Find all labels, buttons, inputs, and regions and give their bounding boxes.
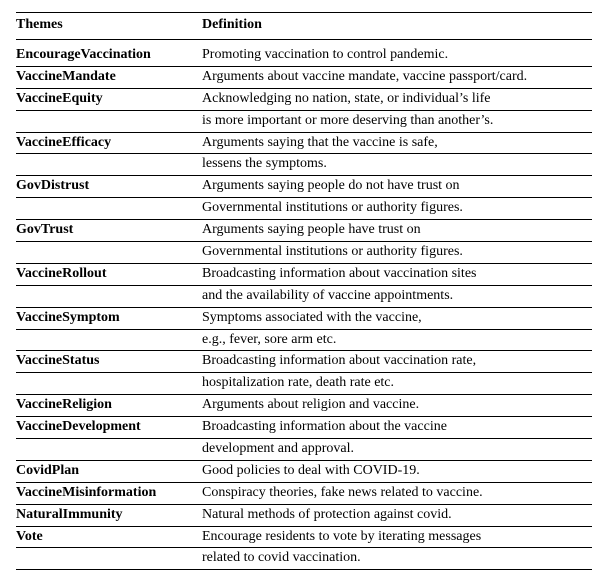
theme-cell: EncourageVaccination [16,40,202,67]
definition-cell: Arguments saying that the vaccine is saf… [202,132,592,154]
definition-cell: related to covid vaccination. [202,548,592,570]
definition-cell: Symptoms associated with the vaccine, [202,307,592,329]
definition-cell: Arguments saying people have trust on [202,220,592,242]
definition-cell: is more important or more deserving than… [202,110,592,132]
definition-cell: Arguments about religion and vaccine. [202,395,592,417]
theme-cell: VaccineStatus [16,351,202,373]
definition-cell: Good policies to deal with COVID-19. [202,460,592,482]
definition-cell: Promoting vaccination to control pandemi… [202,40,592,67]
definition-cell: lessens the symptoms. [202,154,592,176]
theme-cell [16,198,202,220]
themes-table: Themes Definition EncourageVaccinationPr… [16,12,592,570]
theme-cell [16,329,202,351]
definition-cell: Governmental institutions or authority f… [202,242,592,264]
col-header-definition: Definition [202,13,592,40]
theme-cell: VaccineReligion [16,395,202,417]
definition-cell: Arguments saying people do not have trus… [202,176,592,198]
theme-cell: VaccineRollout [16,263,202,285]
theme-cell: GovTrust [16,220,202,242]
definition-cell: e.g., fever, sore arm etc. [202,329,592,351]
theme-cell [16,154,202,176]
definition-cell: Conspiracy theories, fake news related t… [202,482,592,504]
definition-cell: Acknowledging no nation, state, or indiv… [202,88,592,110]
theme-cell [16,110,202,132]
definition-cell: Governmental institutions or authority f… [202,198,592,220]
definition-cell: development and approval. [202,439,592,461]
theme-cell: VaccineDevelopment [16,417,202,439]
theme-cell: Vote [16,526,202,548]
theme-cell: VaccineSymptom [16,307,202,329]
theme-cell: NaturalImmunity [16,504,202,526]
definition-cell: Natural methods of protection against co… [202,504,592,526]
theme-cell [16,285,202,307]
theme-cell: VaccineMandate [16,66,202,88]
definition-cell: Encourage residents to vote by iterating… [202,526,592,548]
theme-cell [16,242,202,264]
definition-cell: Broadcasting information about vaccinati… [202,263,592,285]
theme-cell: CovidPlan [16,460,202,482]
definition-cell: Arguments about vaccine mandate, vaccine… [202,66,592,88]
definition-cell: and the availability of vaccine appointm… [202,285,592,307]
definition-cell: Broadcasting information about the vacci… [202,417,592,439]
theme-cell [16,373,202,395]
theme-cell [16,548,202,570]
definition-cell: Broadcasting information about vaccinati… [202,351,592,373]
definition-cell: hospitalization rate, death rate etc. [202,373,592,395]
theme-cell: VaccineEquity [16,88,202,110]
col-header-themes: Themes [16,13,202,40]
theme-cell: GovDistrust [16,176,202,198]
theme-cell: VaccineMisinformation [16,482,202,504]
theme-cell: VaccineEfficacy [16,132,202,154]
theme-cell [16,439,202,461]
